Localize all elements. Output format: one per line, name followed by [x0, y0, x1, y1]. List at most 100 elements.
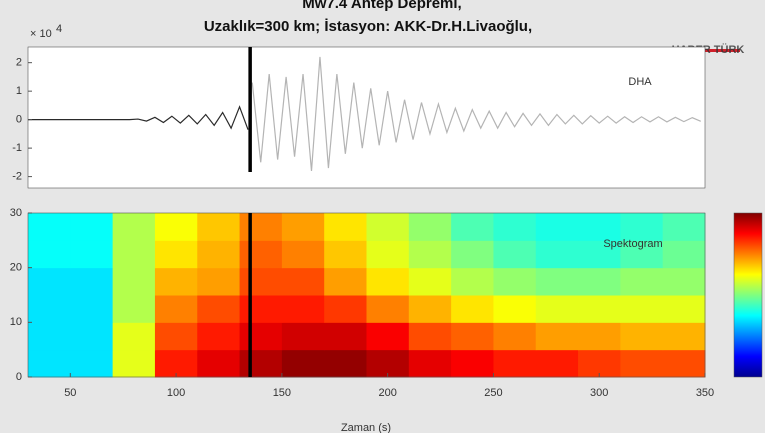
heat-cell	[28, 295, 71, 323]
annotation: Spektogram	[603, 238, 662, 250]
heat-cell	[493, 240, 537, 269]
heat-cell	[324, 295, 367, 323]
heat-cell	[620, 295, 664, 323]
heat-cell	[493, 322, 537, 351]
heat-cell	[451, 267, 494, 296]
heat-cell	[408, 322, 452, 351]
dha-logo: DHA	[628, 76, 652, 88]
x-tick-label: 300	[590, 387, 608, 399]
heat-cell	[70, 295, 114, 323]
heat-cell	[662, 213, 706, 241]
heat-cell	[366, 349, 410, 378]
heat-cell	[197, 322, 241, 351]
heat-cell	[324, 213, 367, 241]
y-tick-label: 30	[10, 207, 22, 219]
heat-cell	[620, 322, 664, 351]
heat-cell	[535, 349, 579, 378]
heat-cell	[281, 349, 325, 378]
plot-frame	[27, 212, 706, 378]
heat-cell	[197, 349, 241, 378]
heat-cell	[366, 322, 410, 351]
heat-cell	[70, 267, 114, 296]
heat-cell	[662, 349, 706, 378]
heat-cell	[662, 322, 706, 351]
heat-cell	[578, 322, 621, 351]
heat-cell	[281, 267, 325, 296]
heat-cell	[281, 240, 325, 269]
y-tick-label: 20	[10, 262, 22, 274]
heat-cell	[535, 322, 579, 351]
heat-cell	[324, 240, 367, 269]
heat-cell	[578, 349, 621, 378]
heat-cell	[408, 267, 452, 296]
heat-cell	[197, 240, 241, 269]
x-axis-label: Zaman (s)	[341, 422, 391, 433]
heat-cell	[451, 240, 494, 269]
heat-cell	[154, 240, 198, 269]
heat-cell	[408, 349, 452, 378]
heat-cell	[620, 349, 664, 378]
heat-cell	[662, 240, 706, 269]
heat-cell	[239, 267, 283, 296]
heat-cell	[112, 240, 156, 269]
heat-cell	[535, 267, 579, 296]
heat-cell	[154, 213, 198, 241]
heat-cell	[281, 322, 325, 351]
heat-cell	[112, 267, 156, 296]
heat-cell	[70, 322, 114, 351]
heat-cell	[493, 295, 537, 323]
waveform	[251, 56, 702, 171]
heat-cell	[366, 213, 410, 241]
heat-cell	[70, 213, 114, 241]
heat-cell	[70, 240, 114, 269]
heat-cell	[239, 322, 283, 351]
heat-cell	[281, 213, 325, 241]
heat-cell	[408, 240, 452, 269]
y-tick-label: 10	[10, 316, 22, 328]
heat-cell	[239, 295, 283, 323]
heat-cell	[493, 213, 537, 241]
heat-cell	[324, 322, 367, 351]
heat-cell	[197, 295, 241, 323]
heat-cell	[578, 213, 621, 241]
heat-cell	[281, 295, 325, 323]
waveform	[28, 105, 249, 130]
heat-cell	[451, 322, 494, 351]
heat-cell	[578, 240, 621, 269]
heat-cell	[578, 295, 621, 323]
heat-cell	[408, 295, 452, 323]
y-tick-label: 2	[16, 57, 22, 69]
x-tick-label: 150	[273, 387, 291, 399]
heat-cell	[154, 349, 198, 378]
heat-cell	[324, 267, 367, 296]
heat-cell	[535, 240, 579, 269]
heat-cell	[112, 349, 156, 378]
heat-cell	[366, 267, 410, 296]
heat-cell	[197, 213, 241, 241]
heat-cell	[112, 322, 156, 351]
heat-cell	[239, 213, 283, 241]
heat-cell	[451, 349, 494, 378]
colorbar	[733, 212, 763, 378]
heat-cell	[28, 349, 71, 378]
heat-cell	[366, 240, 410, 269]
chart-subtitle: Uzaklık=300 km; İstasyon: AKK-Dr.H.Livao…	[204, 18, 532, 35]
y-multiplier: × 10	[30, 28, 52, 40]
heat-cell	[70, 349, 114, 378]
x-tick-label: 50	[64, 387, 76, 399]
heat-cell	[154, 295, 198, 323]
heat-cell	[28, 322, 71, 351]
heat-cell	[493, 267, 537, 296]
heat-cell	[535, 213, 579, 241]
heat-cell	[662, 295, 706, 323]
heat-cell	[154, 267, 198, 296]
heat-cell	[154, 322, 198, 351]
x-tick-label: 250	[484, 387, 502, 399]
heat-cell	[28, 213, 71, 241]
x-tick-label: 350	[696, 387, 714, 399]
heat-cell	[620, 240, 664, 269]
x-tick-label: 100	[167, 387, 185, 399]
heat-cell	[28, 240, 71, 269]
